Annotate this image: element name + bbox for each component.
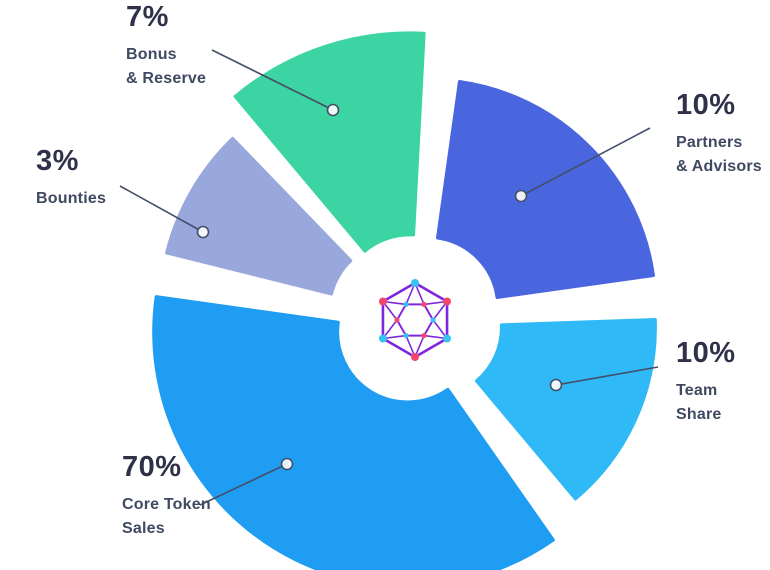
hexagon-network-logo	[378, 279, 452, 361]
leader-line	[211, 49, 334, 111]
leader-line	[199, 463, 288, 506]
segment-label: Core Token Sales	[122, 496, 211, 537]
logo-node-dot	[378, 297, 387, 306]
callout-partners-advisors: 10% Partners & Advisors	[676, 90, 762, 178]
logo-hexagon-outline	[381, 281, 449, 359]
pie-slice-core-token-sales	[152, 295, 555, 570]
logo-node-dot	[421, 301, 427, 308]
logo-node-dot	[403, 301, 409, 308]
logo-node-dot	[411, 279, 419, 287]
logo-node-dot	[403, 332, 409, 339]
callout-team-share: 10% Team Share	[676, 338, 736, 426]
slice-marker-dot	[280, 457, 294, 471]
callout-bonus-reserve: 7% Bonus & Reserve	[126, 2, 206, 90]
pie-slice-bounties	[165, 136, 353, 296]
segment-label: Team Share	[676, 382, 722, 423]
segment-percent: 10%	[676, 337, 736, 369]
logo-node-dot	[421, 332, 427, 339]
slice-marker-dot	[326, 103, 340, 117]
logo-node-dot	[443, 334, 452, 343]
leader-line	[555, 366, 659, 386]
slice-marker-dot	[196, 225, 210, 239]
segment-percent: 7%	[126, 1, 169, 33]
pie-slice-partners-advisors	[435, 79, 656, 300]
logo-node-dot	[378, 334, 387, 343]
logo-hexagon-outline	[396, 303, 434, 337]
callout-bounties: 3% Bounties	[36, 146, 106, 211]
logo-node-dot	[443, 297, 452, 306]
segment-percent: 3%	[36, 145, 79, 177]
slice-marker-dot	[549, 378, 563, 392]
logo-node-dot	[411, 353, 419, 361]
leader-line	[119, 185, 204, 233]
pie-slice-bonus-reserve	[233, 31, 426, 253]
segment-percent: 70%	[122, 451, 182, 483]
callout-core-token-sales: 70% Core Token Sales	[122, 452, 211, 540]
segment-percent: 10%	[676, 89, 736, 121]
pie-slice-team-share	[474, 318, 657, 501]
segment-label: Bonus & Reserve	[126, 46, 207, 87]
leader-line	[520, 127, 651, 197]
logo-node-dot	[430, 317, 436, 323]
segment-label: Bounties	[36, 190, 107, 208]
slice-marker-dot	[514, 189, 528, 203]
logo-node-dot	[394, 317, 400, 323]
segment-label: Partners & Advisors	[676, 134, 762, 175]
